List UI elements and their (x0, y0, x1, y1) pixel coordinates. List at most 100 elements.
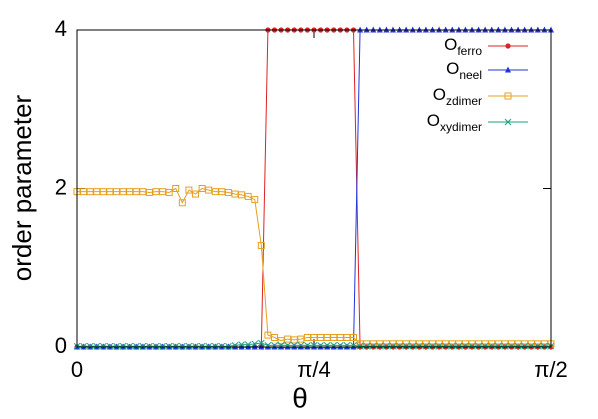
data-point (159, 188, 167, 196)
data-point (119, 188, 127, 196)
data-point (317, 333, 325, 341)
data-point (80, 188, 88, 196)
data-point (139, 342, 147, 350)
legend-marker (505, 66, 511, 73)
data-point (146, 342, 153, 350)
data-point (363, 342, 371, 350)
data-point (99, 188, 107, 196)
data-point (139, 188, 147, 196)
y-tick-label: 4 (55, 16, 67, 41)
data-point (448, 342, 456, 350)
data-point (178, 199, 186, 207)
legend-symbol: O (446, 59, 459, 78)
data-point (435, 342, 443, 350)
data-point (409, 342, 417, 350)
data-point (415, 342, 423, 350)
data-point (369, 342, 377, 350)
data-point (303, 333, 311, 341)
data-point (86, 342, 94, 350)
data-point (284, 335, 292, 343)
x-tick-label: π/4 (297, 357, 331, 382)
data-point (508, 342, 515, 350)
legend-subscript: xydimer (440, 120, 482, 134)
data-point (468, 342, 476, 350)
data-point (475, 342, 482, 350)
data-point (264, 331, 272, 339)
data-point (80, 342, 87, 350)
data-point (396, 342, 403, 350)
data-point (336, 333, 344, 341)
data-point (185, 186, 193, 194)
data-point (185, 342, 193, 350)
data-point (192, 342, 199, 350)
data-point (488, 342, 496, 350)
data-point (218, 188, 226, 196)
data-point (501, 342, 509, 350)
legend-marker (504, 92, 512, 100)
data-point (132, 188, 140, 196)
x-tick-label: π/2 (534, 357, 568, 382)
data-point (462, 342, 469, 350)
legend-subscript: neel (459, 68, 482, 82)
legend-symbol: O (444, 35, 457, 54)
data-point (350, 333, 357, 341)
y-axis-label: order parameter (7, 94, 37, 281)
data-point (442, 342, 450, 350)
data-point (330, 333, 338, 341)
legend-label: Ozdimer (433, 85, 482, 108)
data-point (93, 342, 101, 350)
data-point (178, 342, 186, 350)
data-point (402, 342, 410, 350)
series-line (77, 187, 551, 345)
legend-symbol: O (433, 85, 446, 104)
data-point (218, 342, 226, 350)
data-point (290, 336, 298, 344)
data-point (481, 342, 489, 350)
data-point (126, 188, 134, 196)
data-point (297, 335, 305, 343)
data-point (251, 196, 259, 204)
legend-symbol: O (427, 111, 440, 130)
data-point (113, 188, 120, 196)
data-point (165, 188, 173, 196)
x-tick-label: 0 (71, 357, 83, 382)
data-point (514, 342, 522, 350)
x-axis-label: θ (292, 382, 308, 413)
data-point (205, 342, 213, 350)
data-point (541, 342, 548, 350)
data-point (211, 188, 219, 196)
data-point (225, 342, 232, 350)
data-point (198, 185, 206, 192)
data-point (145, 188, 153, 196)
data-point (257, 242, 265, 250)
data-point (527, 342, 535, 350)
data-point (534, 342, 542, 350)
data-point (231, 190, 239, 198)
y-tick-label: 0 (55, 333, 67, 358)
plot-frame (76, 29, 552, 348)
data-point (159, 342, 166, 350)
data-point (165, 342, 173, 350)
data-point (205, 186, 213, 194)
data-point (172, 185, 180, 192)
data-point (126, 342, 134, 350)
legend-subscript: zdimer (446, 94, 482, 108)
data-point (494, 342, 502, 350)
data-point (224, 188, 232, 196)
data-point (211, 342, 219, 350)
data-point (323, 333, 331, 341)
data-point (310, 333, 318, 341)
data-point (132, 342, 140, 350)
data-point (192, 190, 199, 198)
legend-label: Oneel (446, 59, 482, 82)
data-point (244, 192, 252, 200)
data-point (277, 337, 285, 345)
data-point (271, 333, 278, 341)
data-point (86, 188, 94, 196)
data-point (376, 342, 384, 350)
data-point (152, 188, 160, 196)
data-point (455, 342, 463, 350)
data-point (521, 342, 529, 350)
data-point (172, 342, 180, 350)
